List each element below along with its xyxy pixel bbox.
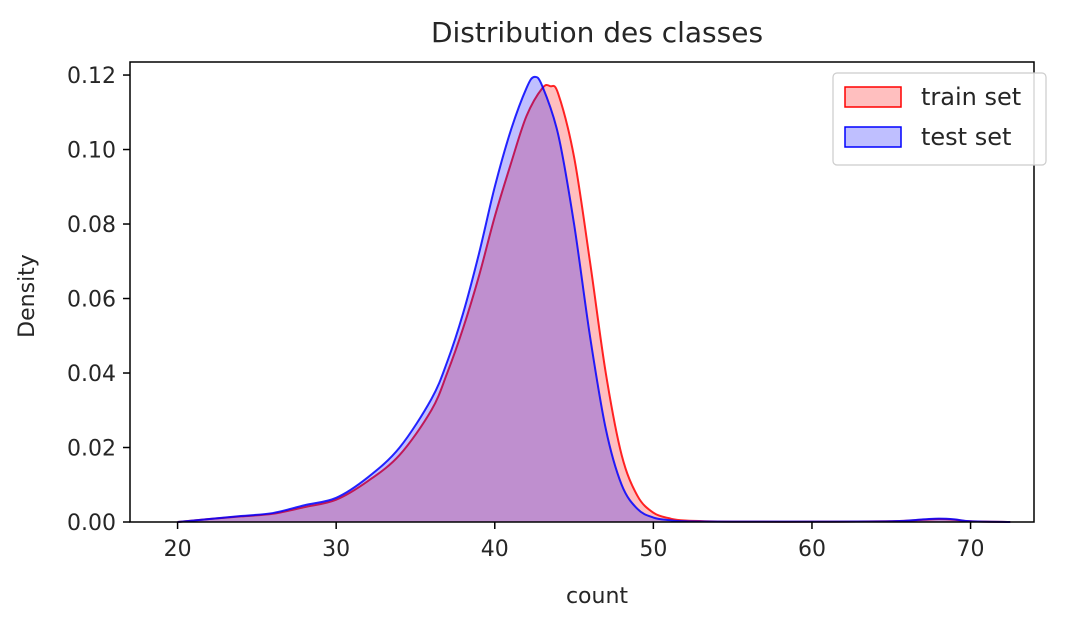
plot-frame <box>129 61 1035 523</box>
legend-box <box>832 72 1047 166</box>
legend: train set test set <box>832 72 1047 166</box>
x-axis-title: count <box>566 584 628 609</box>
x-tick-label: 50 <box>639 537 667 562</box>
x-axis: 20 30 40 50 60 70 <box>164 522 985 562</box>
x-tick-label: 60 <box>798 537 826 562</box>
y-axis: 0.00 0.02 0.04 0.06 0.08 0.10 0.12 <box>67 64 130 536</box>
x-tick-label: 30 <box>322 537 350 562</box>
y-tick-label: 0.06 <box>67 288 116 313</box>
y-tick-label: 0.10 <box>67 139 116 164</box>
legend-label-train: train set <box>921 83 1021 111</box>
y-tick-label: 0.04 <box>67 362 116 387</box>
legend-swatch-test <box>844 126 902 148</box>
chart-title: Distribution des classes <box>431 16 763 49</box>
x-tick-label: 20 <box>164 537 192 562</box>
y-tick-label: 0.00 <box>67 511 116 536</box>
y-tick-label: 0.02 <box>67 437 116 462</box>
series-area-test <box>177 76 1011 523</box>
x-tick-label: 70 <box>957 537 985 562</box>
legend-label-test: test set <box>921 123 1011 151</box>
series-area-train <box>177 84 1011 522</box>
legend-swatch-train <box>844 86 902 108</box>
y-tick-label: 0.12 <box>67 64 116 89</box>
y-tick-label: 0.08 <box>67 213 116 238</box>
x-tick-label: 40 <box>481 537 509 562</box>
y-axis-title: Density <box>15 254 40 338</box>
